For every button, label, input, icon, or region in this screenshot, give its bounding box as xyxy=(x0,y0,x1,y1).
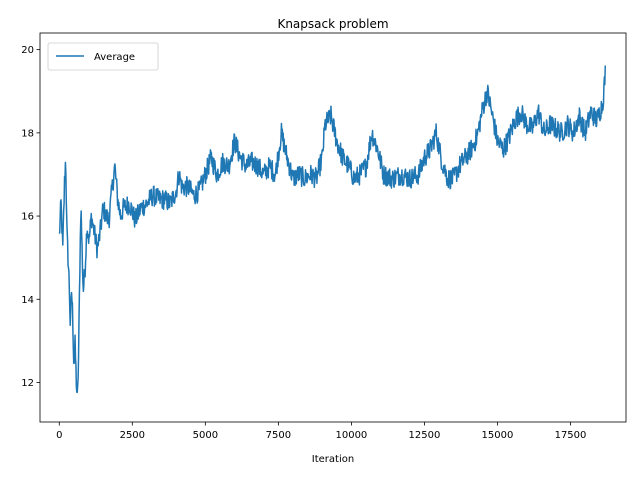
x-tick-label: 12500 xyxy=(409,430,441,441)
x-axis: 0 2500 5000 7500 10000 12500 15000 17500 xyxy=(56,422,586,441)
y-axis: 12 14 16 18 20 xyxy=(21,45,40,389)
y-tick-label: 20 xyxy=(21,45,34,56)
y-tick-label: 16 xyxy=(21,212,34,223)
plot-area xyxy=(58,65,607,394)
x-tick-label: 10000 xyxy=(335,430,367,441)
y-tick-label: 14 xyxy=(21,295,34,306)
y-tick-label: 18 xyxy=(21,128,34,139)
x-tick-label: 0 xyxy=(56,430,62,441)
chart-title: Knapsack problem xyxy=(277,17,388,31)
x-tick-label: 2500 xyxy=(120,430,145,441)
x-tick-label: 5000 xyxy=(193,430,218,441)
legend: Average xyxy=(47,42,159,71)
x-tick-label: 7500 xyxy=(266,430,291,441)
y-tick-label: 12 xyxy=(21,378,34,389)
axes-frame xyxy=(39,32,627,423)
x-axis-label: Iteration xyxy=(312,454,354,465)
legend-box xyxy=(47,42,159,71)
x-tick-label: 17500 xyxy=(555,430,587,441)
legend-entry-average: Average xyxy=(94,52,135,63)
x-tick-label: 15000 xyxy=(482,430,514,441)
series-line-average xyxy=(58,65,607,394)
